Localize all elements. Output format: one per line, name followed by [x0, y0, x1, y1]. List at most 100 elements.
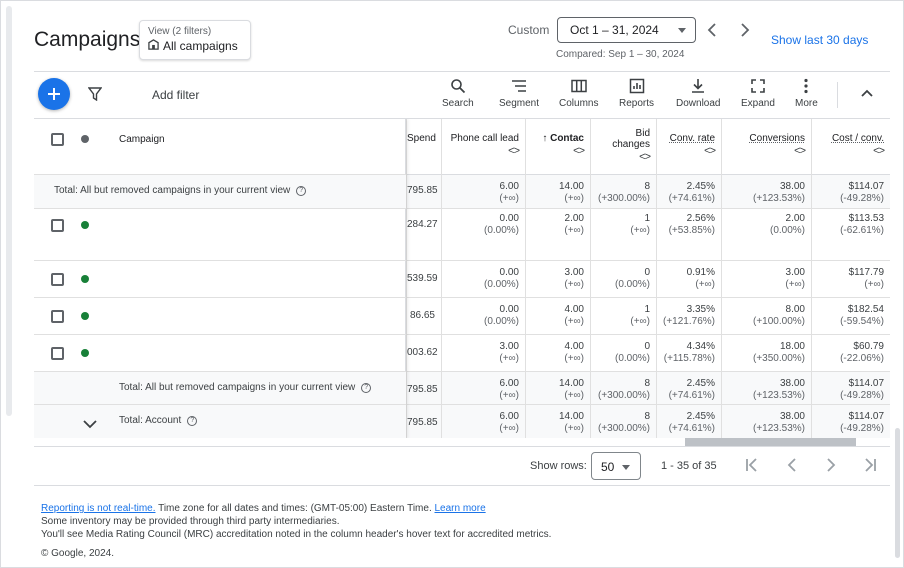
- col-phone-call-lead[interactable]: Phone call lead <>: [441, 119, 525, 175]
- cell-phone: 0.00 (0.00%): [441, 298, 525, 334]
- col-cost-per-conv[interactable]: Cost / conv. <>: [811, 119, 890, 175]
- total-filtered-label: Total: All but removed campaigns in your…: [119, 382, 372, 393]
- row-checkbox[interactable]: [51, 347, 64, 360]
- rows-per-page-select[interactable]: 50: [591, 452, 641, 480]
- cell-conv-rate: 3.35% (+121.76%): [656, 298, 721, 334]
- cell-delta: (0.00%): [614, 353, 650, 364]
- status-enabled-icon: [81, 349, 89, 357]
- next-period-button[interactable]: [735, 20, 755, 40]
- campaign-row-left: [34, 335, 406, 372]
- cell-delta: (+∞): [564, 279, 584, 290]
- add-campaign-button[interactable]: [38, 78, 70, 110]
- sort-toggle-icon: <>: [704, 145, 716, 157]
- col-spend[interactable]: Spend: [406, 119, 441, 175]
- table-row: 003.62 3.00 (+∞) 4.00 (+∞) 0 (0.00%) 4.34% (+115…: [34, 335, 890, 372]
- cell-cost: $117.79 (+∞): [811, 261, 890, 297]
- cell-conv-rate: 4.34% (+115.78%): [656, 335, 721, 371]
- cell-value: $182.54: [847, 304, 884, 315]
- date-range-select[interactable]: Oct 1 – 31, 2024: [557, 17, 696, 43]
- cell-cost: $113.53 (-62.61%): [811, 209, 890, 260]
- view-filter-chip[interactable]: View (2 filters) All campaigns: [139, 20, 251, 60]
- cell-contact: 14.00 (+∞): [525, 175, 590, 208]
- help-icon[interactable]: ?: [187, 415, 198, 426]
- col-contact[interactable]: ↑ Contac <>: [525, 119, 590, 175]
- row-checkbox[interactable]: [51, 310, 64, 323]
- cell-value: 4.34%: [686, 341, 715, 352]
- chevron-up-icon: [861, 89, 873, 97]
- next-page-button[interactable]: [823, 457, 839, 478]
- cell-bid: 1 (+∞): [590, 209, 656, 260]
- horizontal-scrollbar[interactable]: [685, 438, 856, 446]
- chevron-right-icon: [827, 458, 836, 472]
- help-icon[interactable]: ?: [361, 382, 372, 393]
- cell-delta: (0.00%): [483, 316, 519, 327]
- cell-delta: (+∞): [564, 353, 584, 364]
- col-conversions[interactable]: Conversions <>: [721, 119, 811, 175]
- cell-delta: (+300.00%): [598, 390, 650, 401]
- cell-contact: 3.00 (+∞): [525, 261, 590, 297]
- row-checkbox[interactable]: [51, 273, 64, 286]
- cell-value: 003.62: [407, 347, 438, 358]
- columns-icon: [570, 79, 587, 93]
- segment-button[interactable]: Segment: [499, 78, 539, 109]
- cell-delta: (-49.28%): [840, 423, 884, 434]
- col-bid-changes[interactable]: Bid changes <>: [590, 119, 656, 175]
- cell-delta: (+∞): [630, 225, 650, 236]
- cell-conversions: 38.00 (+123.53%): [721, 175, 811, 208]
- help-icon[interactable]: ?: [296, 185, 307, 196]
- cell-contact: 14.00 (+∞): [525, 405, 590, 438]
- cell-value: 38.00: [779, 411, 805, 422]
- cell-delta: (+74.61%): [668, 423, 715, 434]
- first-page-button[interactable]: [744, 457, 760, 478]
- expand-row-button[interactable]: [83, 416, 97, 434]
- learn-more-link[interactable]: Learn more: [434, 503, 486, 514]
- columns-button[interactable]: Columns: [559, 78, 598, 109]
- reporting-link[interactable]: Reporting is not real-time.: [41, 503, 156, 514]
- col-conv-rate[interactable]: Conv. rate <>: [656, 119, 721, 175]
- cell-value: 284.27: [407, 219, 438, 230]
- cell-delta: (0.00%): [483, 225, 519, 236]
- cell-delta: (+∞): [499, 390, 519, 401]
- right-scrollbar[interactable]: [895, 428, 900, 558]
- more-button[interactable]: More: [795, 78, 818, 109]
- collapse-button[interactable]: [860, 86, 874, 105]
- download-icon: [692, 79, 705, 93]
- cell-value: 0: [644, 267, 650, 278]
- cell-value: $60.79: [853, 341, 884, 352]
- expand-button[interactable]: Expand: [741, 78, 775, 109]
- search-button[interactable]: Search: [442, 78, 474, 109]
- cell-value: 2.00: [785, 213, 805, 224]
- rows-per-page-value: 50: [601, 460, 615, 474]
- show-last-30-days-link[interactable]: Show last 30 days: [771, 33, 869, 47]
- col-contact-text: ↑ Contac: [526, 133, 584, 144]
- last-page-button[interactable]: [862, 457, 878, 478]
- cell-value: 0.00: [499, 213, 519, 224]
- reports-button[interactable]: Reports: [619, 78, 654, 109]
- cell-bid: 8 (+300.00%): [590, 405, 656, 438]
- building-icon: [148, 39, 159, 53]
- select-all-checkbox[interactable]: [51, 133, 64, 146]
- frozen-campaign-column: Campaign Total: All but removed campaign…: [34, 119, 406, 438]
- total-account-text: Total: Account: [119, 415, 182, 426]
- previous-period-button[interactable]: [702, 20, 722, 40]
- cell-value: 3.00: [499, 341, 519, 352]
- timezone-text: Time zone for all dates and times: (GMT-…: [155, 503, 435, 514]
- cell-value: 4.00: [564, 304, 584, 315]
- cell-value: 6.00: [499, 378, 519, 389]
- cell-value: 14.00: [558, 378, 584, 389]
- page-scrollbar[interactable]: [6, 6, 12, 416]
- col-campaign-label[interactable]: Campaign: [119, 134, 165, 145]
- download-button[interactable]: Download: [676, 78, 720, 109]
- cell-delta: (+100.00%): [753, 316, 805, 327]
- filter-icon[interactable]: [87, 87, 103, 106]
- previous-page-button[interactable]: [784, 457, 800, 478]
- cell-delta: (-22.06%): [840, 353, 884, 364]
- custom-label: Custom: [508, 23, 550, 37]
- cell-delta: (-59.54%): [840, 316, 884, 327]
- sort-toggle-icon: <>: [508, 145, 520, 157]
- cell-delta: (+74.61%): [668, 390, 715, 401]
- cell-delta: (+53.85%): [668, 225, 715, 236]
- add-filter-button[interactable]: Add filter: [152, 88, 200, 102]
- dropdown-caret-icon: [622, 465, 630, 470]
- row-checkbox[interactable]: [51, 219, 64, 232]
